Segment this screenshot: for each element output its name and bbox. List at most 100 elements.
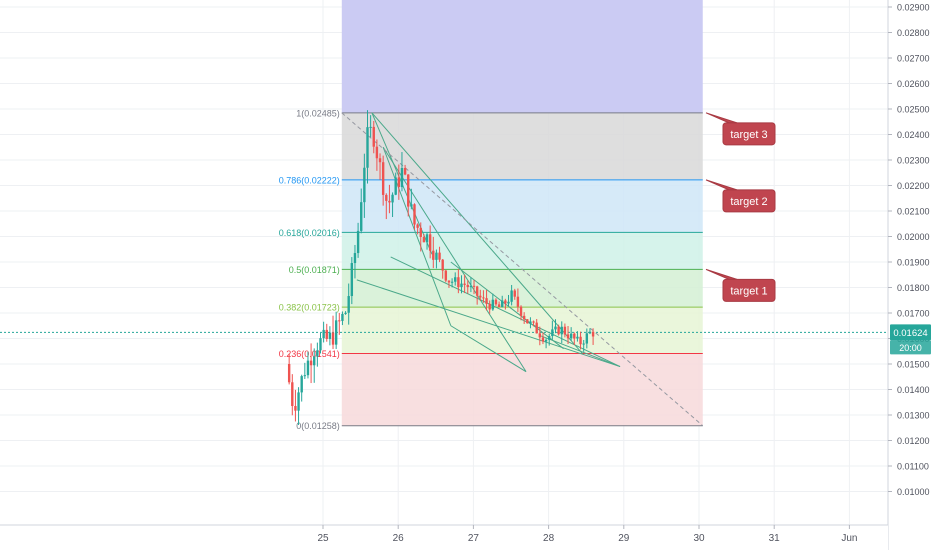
pattern-line <box>450 325 527 373</box>
fib-extension-zone <box>341 0 703 113</box>
candle-body <box>485 298 488 304</box>
candle-body <box>300 376 303 393</box>
callout-box[interactable] <box>722 189 776 213</box>
candle-body <box>344 312 347 314</box>
current-time-label: 20:00 <box>899 343 922 353</box>
pattern-line <box>450 261 564 350</box>
price-tick-label: 0.02100 <box>897 207 930 217</box>
price-tick-label: 0.02200 <box>897 181 930 191</box>
candle-body <box>551 329 554 337</box>
candle-body <box>313 356 316 366</box>
price-axis[interactable] <box>888 0 932 550</box>
candle-body <box>385 194 388 201</box>
candle-body <box>291 382 294 407</box>
candle-body <box>588 331 592 334</box>
candle-body <box>544 339 548 342</box>
candle-body <box>316 350 319 357</box>
callout-label: target 3 <box>730 129 767 141</box>
candle-body <box>450 281 454 283</box>
candle-body <box>381 162 385 195</box>
time-tick-label: 27 <box>468 533 480 544</box>
candle-body <box>491 299 495 310</box>
candle-body <box>469 285 473 288</box>
pattern-line <box>382 146 527 372</box>
price-tick-label: 0.01000 <box>897 487 930 497</box>
candle-body <box>519 306 523 316</box>
candle-body <box>428 234 432 251</box>
candle-body <box>422 236 426 243</box>
current-price-badge <box>890 324 931 341</box>
candle-body <box>573 333 576 339</box>
candle-body <box>535 322 538 334</box>
candle-body <box>569 333 573 339</box>
candle-body <box>391 194 394 203</box>
time-axis[interactable] <box>0 525 888 550</box>
candle-body <box>356 230 360 254</box>
candle-body <box>363 167 366 203</box>
candle-body <box>460 283 463 288</box>
candle-body <box>494 299 498 305</box>
candle-body <box>576 336 579 339</box>
fib-level-label: 1(0.02485) <box>296 108 340 118</box>
callout-box[interactable] <box>722 278 776 302</box>
fib-zone <box>341 232 703 270</box>
pattern-line <box>371 112 583 354</box>
candle-body <box>366 127 369 168</box>
fib-level-label: 0(0.01258) <box>296 421 340 431</box>
candle-body <box>472 285 476 287</box>
time-tick-label: 29 <box>618 533 630 544</box>
candle-body <box>353 253 357 264</box>
candle-body <box>563 326 567 335</box>
time-tick-label: 26 <box>393 533 405 544</box>
candle-body <box>419 227 422 237</box>
candle-body <box>372 126 375 147</box>
callout-box[interactable] <box>722 122 776 146</box>
candle-body <box>397 177 401 188</box>
candle-body <box>322 329 325 339</box>
candle-body <box>463 283 466 285</box>
candle-body <box>582 343 585 345</box>
fib-zone <box>341 269 703 308</box>
candle-body <box>347 296 350 313</box>
candle-body <box>388 200 391 203</box>
price-tick-label: 0.01400 <box>897 385 930 395</box>
price-tick-label: 0.02000 <box>897 232 930 242</box>
price-tick-label: 0.02400 <box>897 130 930 140</box>
candle-body <box>400 168 404 188</box>
fib-level-label: 0.618(0.02016) <box>279 228 340 238</box>
candle-body <box>526 319 529 324</box>
candle-body <box>529 321 532 324</box>
candle-body <box>504 300 507 304</box>
price-tick-label: 0.01200 <box>897 436 930 446</box>
candle-body <box>369 126 372 128</box>
candle-body <box>416 224 419 228</box>
price-tick-label: 0.01700 <box>897 309 930 319</box>
price-tick-label: 0.02500 <box>897 105 930 115</box>
callout-label: target 1 <box>730 285 767 297</box>
candle-body <box>454 277 457 282</box>
fib-level-label: 0.786(0.02222) <box>279 175 340 185</box>
candle-body <box>375 146 379 159</box>
fib-level-label: 0.382(0.01723) <box>279 303 340 313</box>
candle-body <box>507 301 510 304</box>
candle-body <box>341 313 344 321</box>
candle-body <box>501 300 504 308</box>
candle-body <box>394 177 397 195</box>
candle-body <box>513 290 516 297</box>
candle-body <box>516 296 520 307</box>
price-tick-label: 0.01100 <box>897 462 929 472</box>
candle-body <box>510 290 513 302</box>
time-tick-label: 28 <box>543 533 555 544</box>
candle-body <box>325 329 328 339</box>
fib-level-label: 0.236(0.01541) <box>279 349 340 359</box>
candle-body <box>566 334 570 339</box>
candle-body <box>410 204 413 207</box>
time-tick-label: 31 <box>769 533 781 544</box>
candle-body <box>294 406 297 411</box>
candle-body <box>548 336 551 340</box>
time-tick-label: 25 <box>317 533 329 544</box>
pattern-line <box>540 335 621 368</box>
pattern-line <box>382 147 452 326</box>
price-tick-label: 0.02300 <box>897 156 930 166</box>
